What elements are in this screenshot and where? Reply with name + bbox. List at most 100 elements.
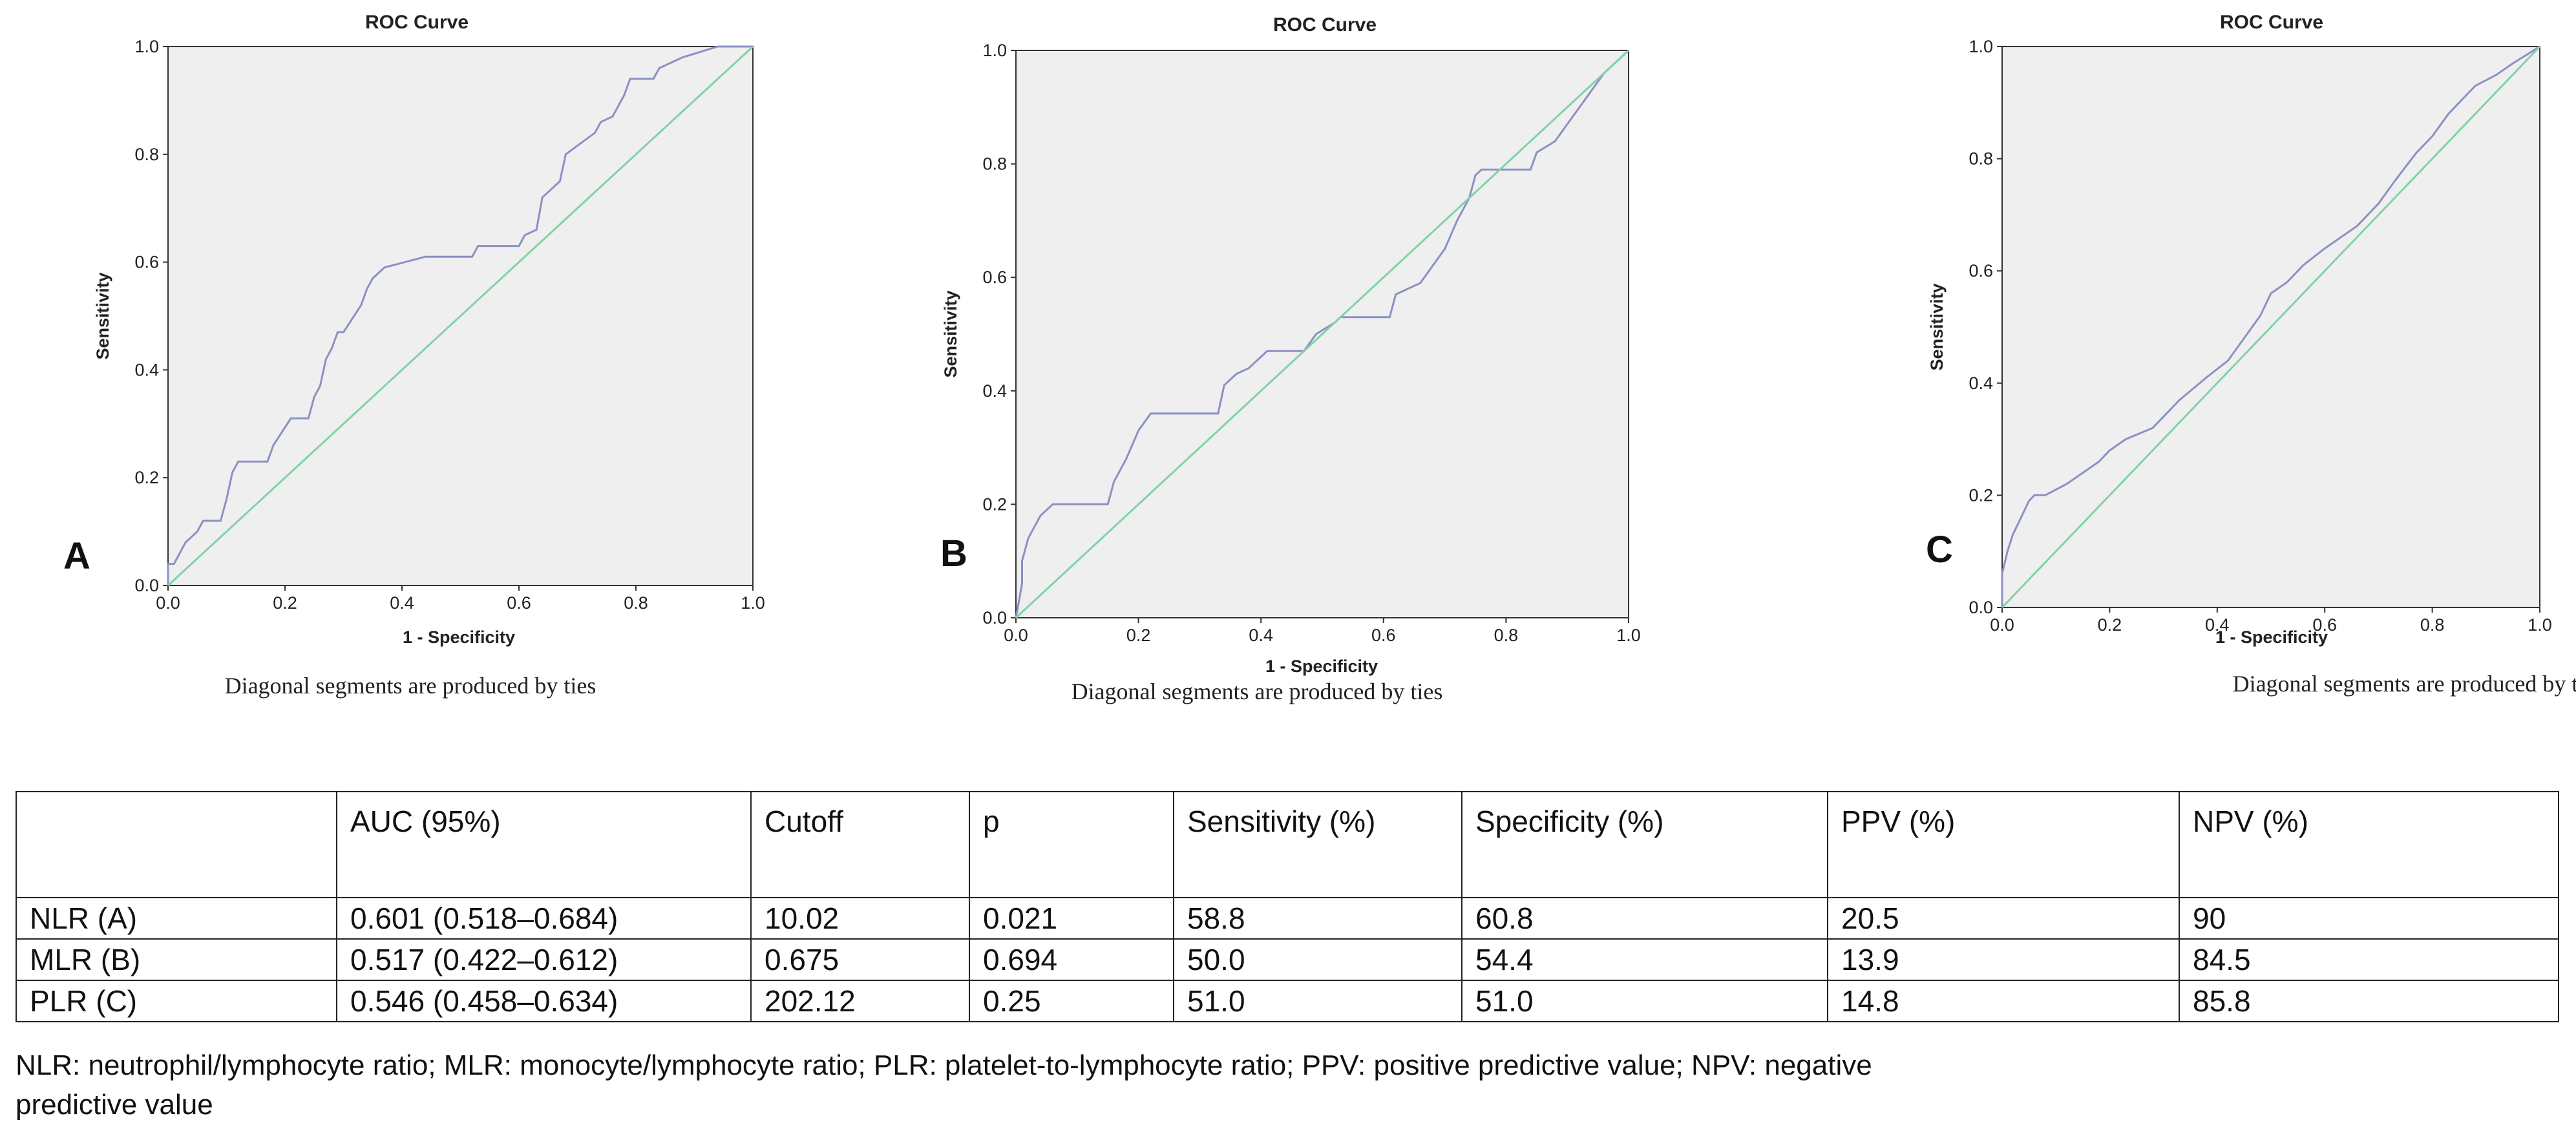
y-tick-label: 0.4 (982, 381, 1007, 401)
header-cell-auc: AUC (95%) (336, 791, 752, 898)
table-cell: 0.675 (750, 938, 970, 981)
panel-letter: B (940, 532, 967, 574)
y-tick-label: 1.0 (1969, 37, 1993, 56)
table-cell: 202.12 (750, 980, 970, 1022)
y-axis-label: Sensitivity (1927, 283, 1947, 370)
table-cell: PLR (C) (16, 980, 337, 1022)
table-cell: 0.25 (969, 980, 1174, 1022)
x-tick-label: 0.4 (1249, 626, 1273, 645)
y-tick-label: 0.4 (1969, 374, 1993, 393)
x-tick-label: 1.0 (2528, 615, 2552, 635)
table-row-nlr: NLR (A) 0.601 (0.518–0.684) 10.02 0.021 … (16, 897, 2559, 940)
chart-footnote: Diagonal segments are produced by ties (2233, 671, 2576, 697)
chart-title: ROC Curve (2220, 12, 2323, 33)
roc-curve (2001, 45, 2540, 607)
table-cell: 14.8 (1827, 980, 2180, 1022)
header-cell-sensitivity: Sensitivity (%) (1173, 791, 1462, 898)
reference-diagonal (167, 45, 754, 587)
y-tick-label: 0.0 (982, 608, 1007, 627)
table-cell: NLR (A) (16, 897, 337, 940)
roc-statistics-table: AUC (95%) Cutoff p Sensitivity (%) Speci… (16, 791, 2559, 1022)
header-cell-blank (16, 791, 337, 898)
x-axis-label: 1 - Specificity (1265, 657, 1378, 676)
x-axis-label: 1 - Specificity (403, 627, 515, 647)
table-footnote: NLR: neutrophil/lymphocyte ratio; MLR: m… (16, 1046, 2407, 1124)
table-cell: 58.8 (1173, 897, 1462, 940)
table-cell: 13.9 (1827, 938, 2180, 981)
x-tick-label: 0.8 (1494, 626, 1519, 645)
table-cell: 0.694 (969, 938, 1174, 981)
header-cell-specificity: Specificity (%) (1461, 791, 1828, 898)
table-cell: 20.5 (1827, 897, 2180, 940)
table-header-row: AUC (95%) Cutoff p Sensitivity (%) Speci… (16, 791, 2559, 898)
table-cell: 50.0 (1173, 938, 1462, 981)
reference-diagonal (1015, 49, 1630, 619)
x-tick-label: 0.2 (1126, 626, 1151, 645)
table-cell: 90 (2179, 897, 2559, 940)
y-tick-label: 0.6 (1969, 261, 1993, 280)
x-tick-label: 0.4 (390, 593, 414, 613)
table-cell: 54.4 (1461, 938, 1828, 981)
header-cell-cutoff: Cutoff (750, 791, 970, 898)
chart-footnote: Diagonal segments are produced by ties (1072, 679, 1443, 704)
y-tick-label: 0.6 (134, 253, 159, 272)
table-cell: 10.02 (750, 897, 970, 940)
y-tick-label: 1.0 (134, 37, 159, 56)
x-tick-label: 0.2 (273, 593, 297, 613)
x-tick-label: 0.2 (2098, 615, 2122, 635)
y-tick-label: 0.8 (134, 145, 159, 164)
header-cell-p: p (969, 791, 1174, 898)
y-tick-label: 0.2 (982, 494, 1007, 514)
table-cell: 0.546 (0.458–0.634) (336, 980, 752, 1022)
roc-curve (167, 45, 753, 585)
chart-title: ROC Curve (1273, 14, 1377, 36)
y-tick-label: 0.0 (134, 576, 159, 595)
y-axis-label: Sensitivity (93, 272, 112, 359)
x-tick-label: 0.6 (2312, 615, 2337, 635)
table-cell: 0.601 (0.518–0.684) (336, 897, 752, 940)
y-tick-label: 0.0 (1969, 598, 1993, 617)
panel-letter: C (1926, 529, 1953, 571)
x-tick-label: 0.8 (624, 593, 648, 613)
header-cell-npv: NPV (%) (2179, 791, 2559, 898)
x-tick-label: 0.0 (156, 593, 180, 613)
table-cell: MLR (B) (16, 938, 337, 981)
table-cell: 51.0 (1461, 980, 1828, 1022)
x-tick-label: 0.6 (1371, 626, 1396, 645)
reference-diagonal (2001, 45, 2541, 609)
table-cell: 84.5 (2179, 938, 2559, 981)
x-tick-label: 0.8 (2420, 615, 2445, 635)
table-cell: 51.0 (1173, 980, 1462, 1022)
table-cell: 0.517 (0.422–0.612) (336, 938, 752, 981)
table-footnote-line-2: predictive value (16, 1089, 213, 1121)
x-axis-label: 1 - Specificity (2215, 627, 2328, 647)
panel-letter: A (63, 535, 90, 577)
x-tick-label: 0.6 (507, 593, 531, 613)
roc-chart-c: ROC Curve 0.0 0.2 0.4 0.6 0.8 1.0 0.0 0.2 0.4 0.6 0… (1926, 12, 2576, 697)
x-tick-label: 0.0 (1990, 615, 2014, 635)
roc-chart-b: ROC Curve 0.0 0.2 0.4 0.6 0.8 1.0 0.0 0.2 0.4 0.6 0… (940, 14, 1641, 704)
x-tick-label: 1.0 (1616, 626, 1641, 645)
x-tick-label: 0.4 (2205, 615, 2230, 635)
y-tick-label: 1.0 (982, 41, 1007, 60)
roc-chart-a: ROC Curve 0.0 0.2 0.4 0.6 0.8 1.0 0.0 0.2 0.4 0.6 0… (63, 12, 765, 699)
chart-title: ROC Curve (365, 12, 469, 33)
table-cell: 85.8 (2179, 980, 2559, 1022)
y-tick-label: 0.2 (1969, 485, 1993, 505)
table-row-mlr: MLR (B) 0.517 (0.422–0.612) 0.675 0.694 … (16, 938, 2559, 981)
y-tick-label: 0.4 (134, 360, 159, 379)
chart-footnote: Diagonal segments are produced by ties (225, 673, 596, 699)
y-tick-label: 0.6 (982, 268, 1007, 287)
y-axis-label: Sensitivity (941, 290, 960, 377)
y-tick-label: 0.2 (134, 468, 159, 487)
table-footnote-line-1: NLR: neutrophil/lymphocyte ratio; MLR: m… (16, 1049, 1872, 1081)
table-cell: 0.021 (969, 897, 1174, 940)
header-cell-ppv: PPV (%) (1827, 791, 2180, 898)
y-tick-label: 0.8 (1969, 149, 1993, 169)
y-tick-label: 0.8 (982, 154, 1007, 174)
table-cell: 60.8 (1461, 897, 1828, 940)
x-tick-label: 1.0 (741, 593, 765, 613)
x-tick-label: 0.0 (1004, 626, 1028, 645)
table-row-plr: PLR (C) 0.546 (0.458–0.634) 202.12 0.25 … (16, 980, 2559, 1022)
